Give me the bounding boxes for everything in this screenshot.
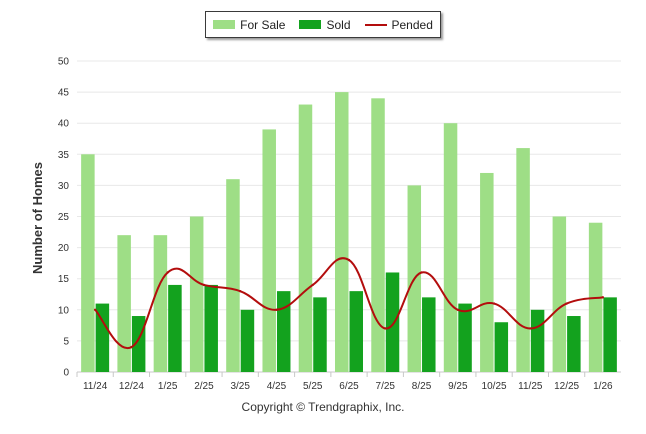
y-tick-label: 20 [58, 243, 70, 254]
x-tick-label: 11/24 [83, 381, 108, 392]
y-tick-label: 45 [58, 88, 70, 99]
legend-swatch-sold [299, 20, 322, 29]
bar-sold[interactable] [204, 284, 218, 372]
x-tick-label: 1/26 [593, 381, 613, 392]
bar-sold[interactable] [349, 291, 364, 372]
x-tick-label: 11/25 [518, 381, 543, 392]
pended-point[interactable] [275, 308, 278, 311]
y-tick-label: 25 [58, 212, 70, 223]
y-tick-label: 5 [63, 336, 69, 347]
y-tick-label: 15 [58, 274, 70, 285]
bar-for-sale[interactable] [516, 148, 530, 372]
legend: For Sale Sold Pended [205, 11, 441, 38]
bar-for-sale[interactable] [335, 92, 349, 372]
pended-point[interactable] [492, 302, 496, 305]
x-tick-label: 2/25 [194, 381, 214, 392]
pended-point[interactable] [384, 327, 387, 330]
grid-lines [77, 60, 621, 373]
bar-for-sale[interactable] [153, 235, 168, 372]
y-tick-label: 10 [58, 305, 70, 316]
x-tick-label: 7/25 [376, 381, 396, 392]
x-tick-label: 6/25 [339, 381, 359, 392]
pended-point[interactable] [130, 345, 133, 349]
legend-label-for-sale: For Sale [240, 17, 286, 32]
legend-swatch-pended [364, 23, 387, 26]
bar-sold[interactable] [567, 316, 581, 372]
bar-for-sale[interactable] [443, 123, 458, 372]
bar-for-sale[interactable] [298, 104, 313, 372]
legend-item-for-sale[interactable]: For Sale [213, 18, 285, 32]
pended-line-group [93, 257, 605, 350]
pended-point[interactable] [93, 308, 97, 311]
x-tick-label: 9/25 [448, 381, 468, 392]
bar-for-sale[interactable] [371, 98, 385, 372]
pended-point[interactable] [420, 271, 423, 274]
y-tick-label: 35 [58, 150, 70, 161]
pended-point[interactable] [166, 271, 169, 274]
legend-label-pended: Pended [391, 17, 433, 32]
legend-item-sold[interactable]: Sold [299, 17, 351, 32]
x-tick-label: 10/25 [482, 381, 507, 392]
bar-sold[interactable] [240, 309, 255, 372]
x-axis-ticks: 11/24 12/24 1/25 2/25 3/25 4/25 5/25 6/25 7/25 8/… [76, 372, 613, 392]
x-tick-label: 12/25 [554, 381, 579, 392]
bar-sold[interactable] [276, 291, 291, 372]
pended-point[interactable] [529, 327, 532, 330]
legend-label-sold: Sold [326, 17, 351, 32]
legend-item-pended[interactable]: Pended [364, 17, 433, 32]
pended-point[interactable] [565, 302, 568, 305]
bar-for-sale[interactable] [189, 216, 204, 373]
bar-for-sale[interactable] [117, 235, 131, 372]
x-tick-label: 8/25 [412, 381, 432, 392]
y-tick-label: 40 [58, 119, 70, 130]
bar-sold[interactable] [385, 272, 400, 372]
x-tick-label: 3/25 [230, 381, 250, 392]
bar-sold[interactable] [603, 297, 617, 372]
pended-point[interactable] [202, 283, 206, 287]
bar-for-sale[interactable] [81, 154, 95, 372]
bar-sold[interactable] [458, 303, 472, 372]
x-tick-label: 12/24 [119, 381, 144, 392]
y-tick-label: 50 [58, 57, 70, 68]
pended-point[interactable] [239, 289, 242, 293]
pended-point[interactable] [311, 283, 314, 287]
y-axis-ticks: 0 5 10 15 20 25 30 35 40 45 50 [58, 57, 70, 379]
bar-sold[interactable] [95, 303, 110, 372]
pended-point[interactable] [456, 308, 459, 311]
y-tick-label: 0 [63, 368, 69, 379]
y-tick-label: 30 [58, 181, 70, 192]
x-tick-label: 5/25 [303, 381, 323, 392]
bar-sold[interactable] [422, 297, 436, 372]
bar-sold[interactable] [530, 309, 545, 372]
bars [81, 92, 617, 372]
bar-for-sale[interactable] [480, 172, 494, 372]
pended-point[interactable] [347, 258, 351, 262]
bar-for-sale[interactable] [226, 179, 240, 372]
pended-point[interactable] [601, 296, 605, 299]
legend-swatch-for-sale [213, 20, 236, 29]
bar-for-sale[interactable] [552, 216, 567, 373]
copyright-text: Copyright © Trendgraphix, Inc. [241, 400, 405, 414]
bar-sold[interactable] [168, 284, 182, 372]
bar-sold[interactable] [313, 297, 327, 372]
x-tick-label: 1/25 [158, 381, 178, 392]
bar-for-sale[interactable] [262, 129, 276, 372]
y-axis-label: Number of Homes [30, 162, 45, 274]
bar-sold[interactable] [494, 322, 509, 372]
x-tick-label: 4/25 [267, 381, 287, 392]
